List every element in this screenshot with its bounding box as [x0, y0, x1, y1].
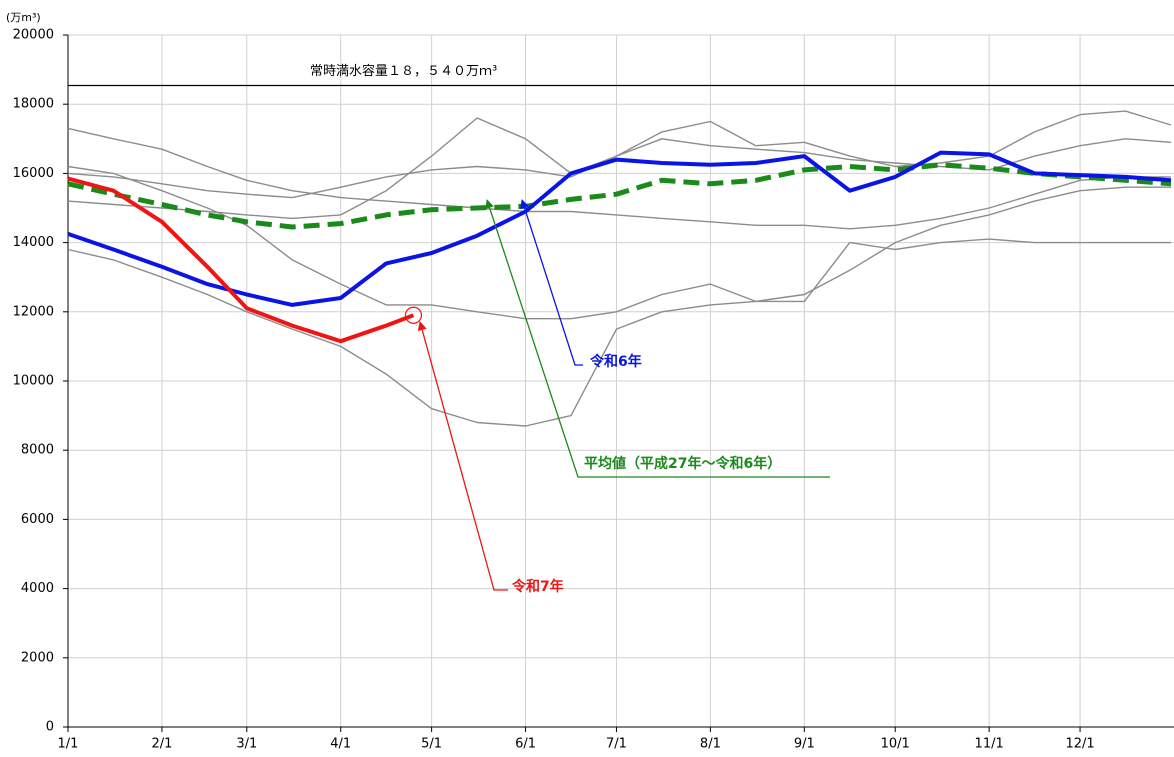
series-line — [67, 238, 1171, 427]
x-tick-label: 4/1 — [330, 737, 351, 752]
y-tick-label: 0 — [46, 720, 54, 735]
series-label: 平均値（平成27年～令和6年） — [584, 455, 781, 472]
x-tick-label: 5/1 — [421, 737, 442, 752]
series-line — [67, 127, 1171, 230]
end-marker — [404, 306, 423, 324]
x-tick-label: 11/1 — [975, 737, 1004, 752]
y-tick-label: 8000 — [21, 443, 54, 458]
series-line — [67, 138, 1172, 199]
y-tick-label: 4000 — [21, 581, 54, 596]
x-tick-label: 8/1 — [700, 737, 721, 752]
capacity-label: 常時満水容量１８，５４０万ｍ³ — [310, 63, 497, 79]
series-label: 令和7年 — [511, 578, 564, 595]
series-line — [67, 162, 1172, 230]
x-tick-label: 9/1 — [794, 737, 815, 752]
x-tick-label: 2/1 — [151, 737, 172, 752]
y-tick-label: 18000 — [13, 97, 54, 112]
x-tick-label: 10/1 — [881, 737, 910, 752]
y-tick-label: 12000 — [13, 304, 54, 319]
x-tick-label: 12/1 — [1065, 737, 1094, 752]
series-label: 令和6年 — [589, 353, 642, 370]
x-tick-label: 6/1 — [515, 737, 536, 752]
leader-line — [417, 321, 508, 591]
series-line — [67, 150, 1172, 307]
y-tick-label: 2000 — [21, 650, 54, 665]
leader-line — [485, 199, 830, 478]
leader-line — [520, 199, 583, 366]
series-line — [67, 176, 415, 344]
x-tick-label: 3/1 — [236, 737, 257, 752]
series-line — [67, 165, 1171, 320]
y-unit: (万m³) — [6, 11, 41, 24]
y-tick-label: 10000 — [13, 374, 54, 389]
x-tick-label: 1/1 — [58, 737, 79, 752]
y-tick-label: 16000 — [13, 166, 54, 181]
y-tick-label: 6000 — [21, 512, 54, 527]
y-tick-label: 14000 — [13, 235, 54, 250]
x-tick-label: 7/1 — [606, 737, 627, 752]
y-tick-label: 20000 — [13, 28, 54, 43]
